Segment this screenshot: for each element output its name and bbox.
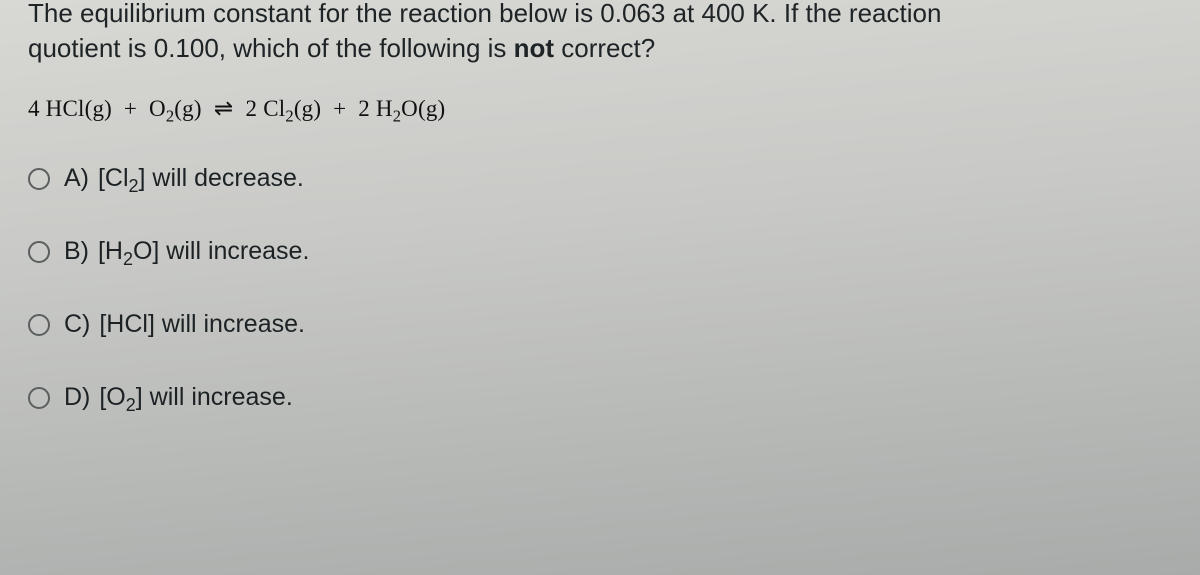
option-d[interactable]: D) [O2] will increase. bbox=[28, 383, 1172, 412]
eq-rhs-species2-post: O(g) bbox=[401, 96, 445, 121]
question-stem: The equilibrium constant for the reactio… bbox=[28, 0, 1172, 66]
option-a-sub: 2 bbox=[129, 176, 139, 196]
equilibrium-arrow-icon: ⇌ bbox=[214, 96, 234, 122]
option-c[interactable]: C) [HCl] will increase. bbox=[28, 310, 1172, 339]
option-b-letter: B) bbox=[64, 237, 89, 265]
option-b-post: O] will increase. bbox=[133, 237, 309, 265]
option-a-pre: [Cl bbox=[98, 164, 129, 192]
option-d-letter: D) bbox=[64, 383, 90, 411]
question-line2-post: correct? bbox=[554, 33, 655, 63]
option-d-post: ] will increase. bbox=[136, 383, 293, 411]
option-d-sub: 2 bbox=[126, 395, 136, 415]
eq-rhs-coef1: 2 bbox=[246, 96, 258, 121]
eq-lhs-species2-pre: O bbox=[149, 96, 166, 121]
option-d-pre: [O bbox=[99, 383, 125, 411]
option-d-label: D) [O2] will increase. bbox=[64, 383, 293, 412]
eq-rhs-species1-post: (g) bbox=[294, 96, 321, 121]
eq-rhs-species1-pre: Cl bbox=[263, 96, 285, 121]
option-c-pre: [HCl] will increase. bbox=[99, 310, 305, 338]
option-b-pre: [H bbox=[98, 237, 123, 265]
option-b-label: B) [H2O] will increase. bbox=[64, 237, 309, 266]
question-line2-pre: quotient is 0.100, which of the followin… bbox=[28, 33, 514, 63]
question-line2-bold: not bbox=[514, 33, 554, 63]
eq-rhs-coef2: 2 bbox=[358, 96, 370, 121]
option-c-letter: C) bbox=[64, 310, 90, 338]
eq-rhs-species2-pre: H bbox=[376, 96, 393, 121]
radio-icon[interactable] bbox=[28, 314, 50, 336]
option-a[interactable]: A) [Cl2] will decrease. bbox=[28, 164, 1172, 193]
option-a-letter: A) bbox=[64, 164, 89, 192]
radio-icon[interactable] bbox=[28, 241, 50, 263]
option-b-sub: 2 bbox=[123, 249, 133, 269]
eq-plus2: + bbox=[333, 96, 346, 121]
eq-plus1: + bbox=[124, 96, 137, 121]
question-line1: The equilibrium constant for the reactio… bbox=[28, 0, 941, 28]
reaction-equation: 4 HCl(g) + O2(g) ⇌ 2 Cl2(g) + 2 H2O(g) bbox=[28, 96, 1172, 122]
eq-lhs-species1: HCl(g) bbox=[46, 96, 112, 121]
option-a-post: ] will decrease. bbox=[139, 164, 304, 192]
radio-icon[interactable] bbox=[28, 387, 50, 409]
option-c-label: C) [HCl] will increase. bbox=[64, 310, 305, 339]
eq-lhs-coef1: 4 bbox=[28, 96, 40, 121]
eq-rhs-species1-sub: 2 bbox=[285, 107, 293, 126]
eq-lhs-species2-post: (g) bbox=[174, 96, 201, 121]
radio-icon[interactable] bbox=[28, 168, 50, 190]
option-a-label: A) [Cl2] will decrease. bbox=[64, 164, 304, 193]
option-b[interactable]: B) [H2O] will increase. bbox=[28, 237, 1172, 266]
eq-rhs-species2-sub: 2 bbox=[393, 107, 401, 126]
answer-options: A) [Cl2] will decrease. B) [H2O] will in… bbox=[28, 164, 1172, 412]
